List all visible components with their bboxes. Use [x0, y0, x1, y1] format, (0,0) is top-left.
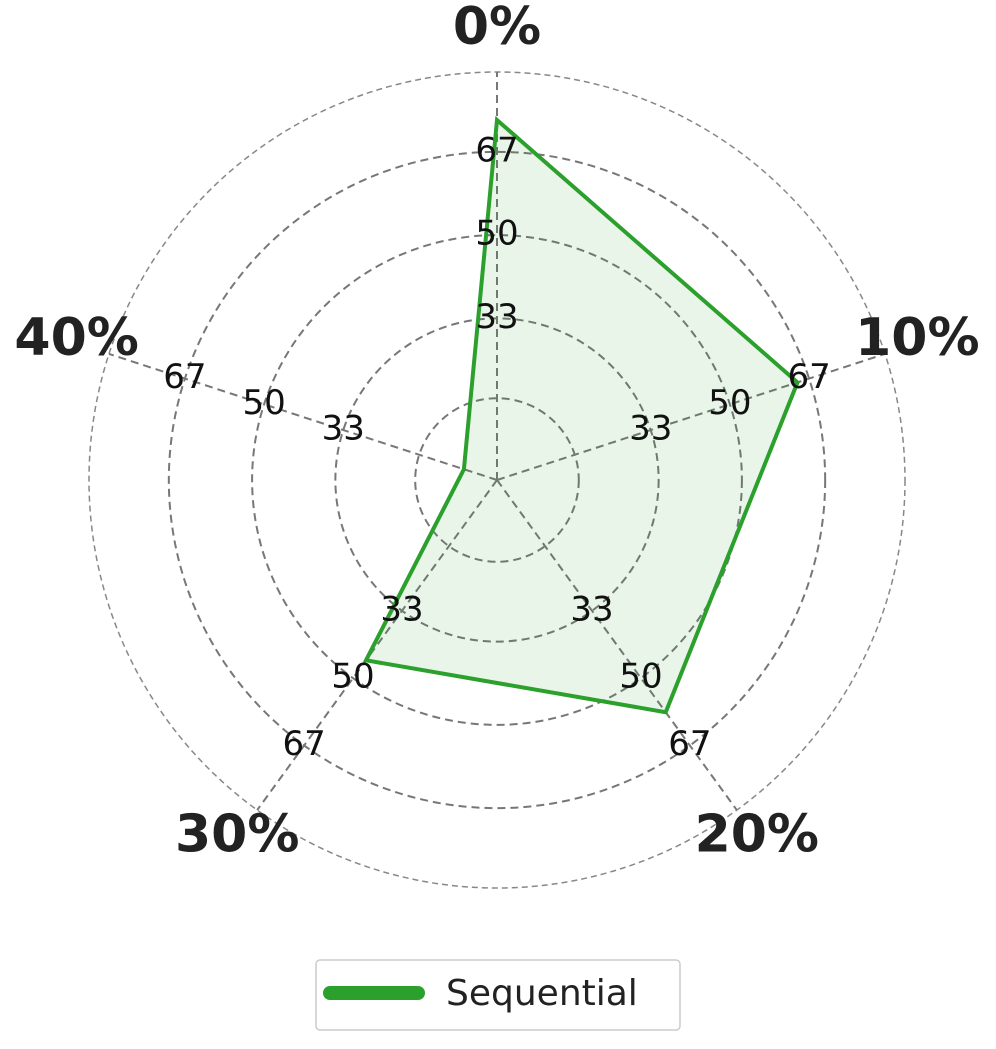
r-tick-label: 67: [163, 357, 206, 397]
r-tick-label: 33: [475, 297, 518, 337]
r-tick-label: 50: [619, 657, 662, 697]
grid-ring: [251, 234, 743, 726]
spoke: [256, 479, 498, 811]
r-tick-label: 33: [629, 409, 672, 449]
r-tick-label: 50: [331, 657, 374, 697]
grid-ring: [167, 150, 827, 810]
axis-label: 10%: [855, 308, 979, 368]
r-tick-label: 33: [380, 589, 423, 629]
legend: Sequential: [315, 959, 681, 1031]
r-tick-label: 50: [475, 214, 518, 254]
r-tick-label: 67: [475, 130, 518, 170]
series-line: [362, 115, 800, 715]
spoke: [496, 352, 886, 481]
spoke: [108, 352, 498, 481]
axis-label: 0%: [453, 0, 541, 57]
series-area: [366, 120, 798, 713]
spoke: [496, 479, 738, 811]
r-tick-label: 50: [242, 383, 285, 423]
axis-label: 20%: [695, 805, 819, 865]
axis-label: 30%: [175, 805, 299, 865]
r-tick-label: 67: [282, 724, 325, 764]
axis-label: 40%: [14, 308, 138, 368]
r-tick-label: 67: [668, 724, 711, 764]
legend-box: [315, 959, 681, 1031]
r-tick-label: 50: [708, 383, 751, 423]
legend-label: Sequential: [446, 973, 638, 1014]
r-tick-label: 33: [570, 589, 613, 629]
r-tick-label: 33: [322, 409, 365, 449]
r-tick-label: 67: [787, 357, 830, 397]
